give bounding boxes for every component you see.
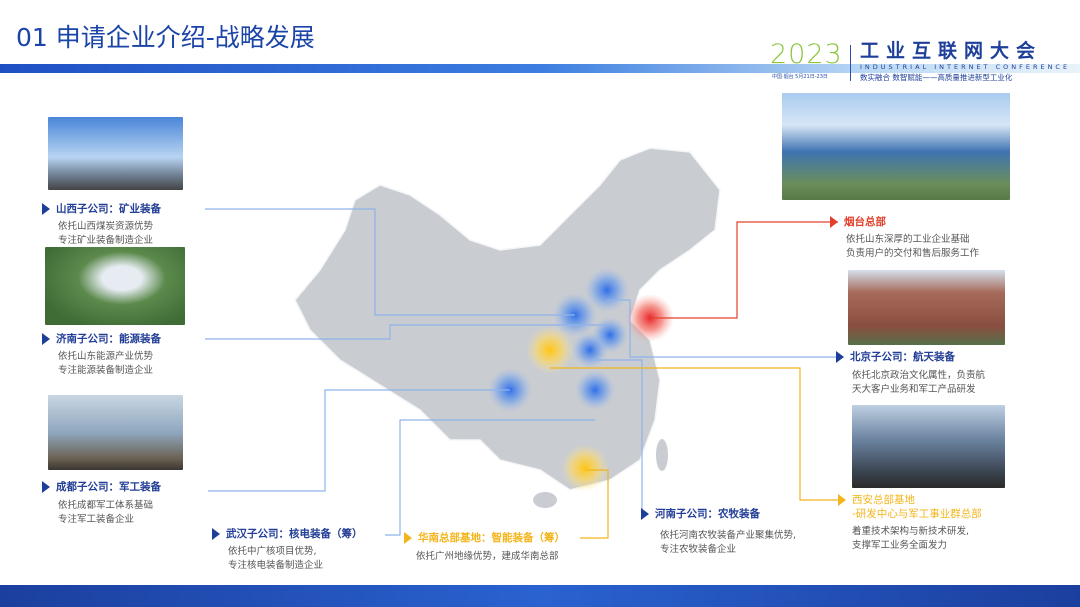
label-yantai: 烟台总部 [830, 215, 886, 229]
logo-name-en: INDUSTRIAL INTERNET CONFERENCE [860, 63, 1071, 71]
hotspot-huanan [561, 444, 609, 492]
desc-line: 专注农牧装备企业 [660, 544, 737, 555]
photo-xian-building [852, 405, 1005, 488]
desc-line: 专注军工装备企业 [58, 514, 135, 525]
label-wuhan: 武汉子公司：核电装备（筹） [212, 527, 363, 541]
connector-lines [205, 208, 840, 539]
connector-huanan [580, 469, 609, 539]
footer-band [0, 585, 1080, 607]
desc-line: 依托山东能源产业优势 [58, 351, 154, 362]
desc-henan: 依托河南农牧装备产业聚集优势, 专注农牧装备企业 [660, 529, 796, 557]
hotspot-wuhan [575, 370, 615, 410]
desc-xian: 着重技术架构与新技术研发, 支撑军工业务全面发力 [852, 525, 969, 553]
photo-chengdu-building [48, 395, 183, 470]
photo-beijing-building [848, 270, 1005, 345]
triangle-icon [42, 203, 50, 215]
hotspot-xian [526, 326, 574, 374]
desc-line: 专注核电装备制造企业 [228, 560, 324, 571]
photo-yantai-headquarters [782, 93, 1010, 200]
connector-jinan [205, 324, 610, 340]
hotspot-beijing [585, 268, 629, 312]
desc-line: 专注能源装备制造企业 [58, 365, 154, 376]
label-shanxi: 山西子公司：矿业装备 [42, 202, 161, 216]
desc-line: 负责用户的交付和售后服务工作 [846, 248, 980, 259]
desc-shanxi: 依托山西煤炭资源优势 专注矿业装备制造企业 [58, 220, 153, 248]
desc-jinan: 依托山东能源产业优势 专注能源装备制造企业 [58, 350, 153, 378]
label-xian: 西安总部基地 -研发中心与军工事业群总部 [838, 493, 982, 521]
triangle-icon [838, 494, 846, 506]
triangle-icon [42, 333, 50, 345]
china-outline [294, 147, 721, 491]
desc-line: 依托北京政治文化属性，负责航 [852, 370, 986, 381]
label-text: 西安总部基地 -研发中心与军工事业群总部 [852, 493, 982, 521]
label-text: 河南子公司：农牧装备 [655, 508, 760, 520]
desc-beijing: 依托北京政治文化属性，负责航 天大客户业务和军工产品研发 [852, 369, 985, 397]
triangle-icon [212, 528, 220, 540]
desc-line: 天大客户业务和军工产品研发 [852, 384, 976, 395]
desc-line: 专注矿业装备制造企业 [58, 235, 154, 246]
connector-beijing [607, 299, 840, 358]
connector-yantai [650, 221, 838, 319]
connector-chengdu [208, 389, 510, 492]
label-line: -研发中心与军工事业群总部 [852, 508, 982, 520]
logo-slogan: 数实融合 数智赋能——高质量推进新型工业化 [860, 73, 1013, 82]
desc-yantai: 依托山东深厚的工业企业基础 负责用户的交付和售后服务工作 [846, 233, 979, 261]
desc-huanan: 依托广州地缘优势，建成华南总部 [416, 550, 559, 564]
desc-line: 着重技术架构与新技术研发, [852, 526, 970, 537]
label-text: 华南总部基地：智能装备（筹） [418, 532, 565, 544]
desc-wuhan: 依托中广核项目优势, 专注核电装备制造企业 [228, 545, 323, 573]
connector-wuhan [385, 419, 595, 536]
desc-line: 依托成都军工体系基础 [58, 500, 154, 511]
connector-shanxi [205, 208, 575, 316]
photo-shanxi-building [48, 117, 183, 190]
desc-line: 依托山西煤炭资源优势 [58, 221, 154, 232]
connector-xian [550, 367, 838, 501]
label-text: 成都子公司：军工装备 [56, 481, 161, 493]
logo-year: 2023 [770, 39, 843, 70]
label-text: 北京子公司：航天装备 [850, 351, 955, 363]
label-text: 济南子公司：能源装备 [56, 333, 161, 345]
triangle-icon [641, 508, 649, 520]
desc-line: 依托中广核项目优势, [228, 546, 317, 557]
taiwan-island [656, 439, 668, 471]
connector-henan [590, 359, 643, 510]
page-title: 01 申请企业介绍-战略发展 [16, 23, 315, 52]
label-text: 武汉子公司：核电装备（筹） [226, 528, 363, 540]
label-chengdu: 成都子公司：军工装备 [42, 480, 161, 494]
label-jinan: 济南子公司：能源装备 [42, 332, 161, 346]
label-henan: 河南子公司：农牧装备 [641, 507, 760, 521]
desc-line: 依托河南农牧装备产业聚集优势, [660, 530, 797, 541]
desc-line: 依托广州地缘优势，建成华南总部 [416, 551, 559, 562]
logo-name-cn: 工业互联网大会 [860, 40, 1043, 62]
header-band [0, 64, 1080, 73]
triangle-icon [404, 532, 412, 544]
desc-line: 支撑军工业务全面发力 [852, 540, 948, 551]
label-line: 西安总部基地 [852, 494, 915, 506]
label-text: 烟台总部 [844, 216, 886, 228]
hotspot-henan [572, 332, 608, 368]
desc-line: 依托山东深厚的工业企业基础 [846, 234, 970, 245]
logo-location: 中国·烟台 5月21日-23日 [772, 74, 828, 80]
triangle-icon [42, 481, 50, 493]
triangle-icon [830, 216, 838, 228]
logo-divider [850, 45, 851, 81]
photo-jinan-building [45, 247, 185, 325]
triangle-icon [836, 351, 844, 363]
hainan-island [533, 492, 557, 508]
label-beijing: 北京子公司：航天装备 [836, 350, 955, 364]
label-huanan: 华南总部基地：智能装备（筹） [404, 531, 565, 545]
desc-chengdu: 依托成都军工体系基础 专注军工装备企业 [58, 499, 153, 527]
label-text: 山西子公司：矿业装备 [56, 203, 161, 215]
